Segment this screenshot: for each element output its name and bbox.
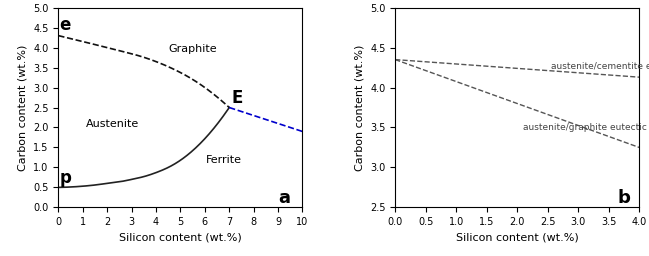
- Y-axis label: Carbon content (wt.%): Carbon content (wt.%): [354, 44, 365, 171]
- X-axis label: Silicon content (wt.%): Silicon content (wt.%): [456, 233, 579, 243]
- Text: a: a: [278, 189, 290, 207]
- Text: austenite/graphite eutectic: austenite/graphite eutectic: [523, 123, 647, 132]
- Text: Graphite: Graphite: [168, 44, 217, 54]
- X-axis label: Silicon content (wt.%): Silicon content (wt.%): [119, 233, 242, 243]
- Text: Ferrite: Ferrite: [206, 155, 242, 165]
- Text: e: e: [60, 16, 71, 35]
- Text: p: p: [60, 169, 71, 187]
- Y-axis label: Carbon content (wt.%): Carbon content (wt.%): [18, 44, 28, 171]
- Text: Austenite: Austenite: [86, 120, 139, 130]
- Text: b: b: [617, 189, 630, 207]
- Text: austenite/cementite eutectic: austenite/cementite eutectic: [551, 61, 649, 70]
- Text: E: E: [232, 89, 243, 107]
